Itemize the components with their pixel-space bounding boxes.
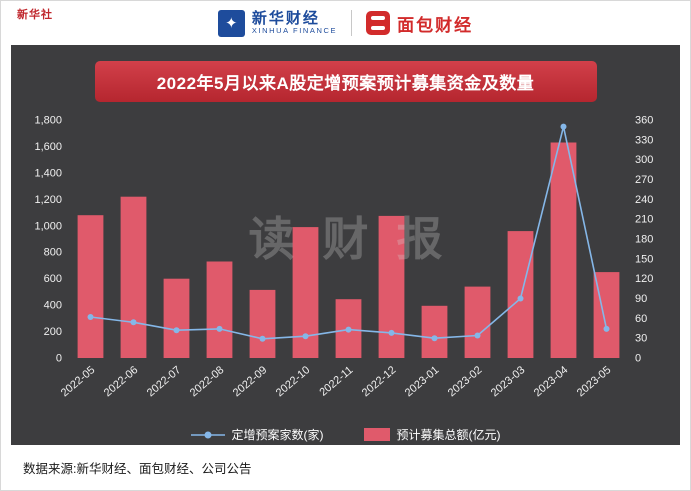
xinhua-agency-mark: 新华社 xyxy=(17,9,53,21)
legend: 定增预案家数(家) 预计募集总额(亿元) xyxy=(19,426,672,443)
svg-text:1,000: 1,000 xyxy=(34,220,62,232)
svg-text:1,800: 1,800 xyxy=(34,115,62,127)
svg-text:210: 210 xyxy=(635,214,653,226)
combo-chart: 0 200 400 600 800 1,000 1,200 1,400 1,600 1,800 0 3… xyxy=(34,115,653,400)
svg-text:0: 0 xyxy=(635,353,641,365)
xinhua-logo-subtitle: XINHUA FINANCE xyxy=(251,26,338,36)
legend-item-bar-series: 预计募集总额(亿元) xyxy=(363,426,501,443)
svg-text:30: 30 xyxy=(635,333,647,345)
svg-text:0: 0 xyxy=(56,353,62,365)
svg-text:2022-10: 2022-10 xyxy=(274,364,313,399)
data-source-text: 数据来源:新华财经、面包财经、公司公告 xyxy=(23,462,252,476)
legend-label-bar-series: 预计募集总额(亿元) xyxy=(396,428,501,442)
svg-text:2022-06: 2022-06 xyxy=(102,364,141,399)
svg-text:1,200: 1,200 xyxy=(34,194,62,206)
xinhua-logo-text: 新华财经 XINHUA FINANCE xyxy=(252,10,337,36)
svg-text:150: 150 xyxy=(635,253,653,265)
svg-text:60: 60 xyxy=(635,313,647,325)
plot-area: 0 200 400 600 800 1,000 1,200 1,400 1,600 1,800 0 3… xyxy=(19,112,672,422)
svg-text:330: 330 xyxy=(635,134,653,146)
svg-text:2022-05: 2022-05 xyxy=(59,364,98,399)
xinhua-logo-icon: ✦ xyxy=(217,9,245,37)
breadfinance-logo-name: 面包财经 xyxy=(397,15,474,35)
legend-label-line-series: 定增预案家数(家) xyxy=(231,428,324,442)
svg-text:90: 90 xyxy=(635,293,647,305)
svg-text:120: 120 xyxy=(635,273,653,285)
xinhua-finance-logo: ✦ 新华财经 XINHUA FINANCE xyxy=(217,9,337,37)
svg-text:200: 200 xyxy=(44,326,62,338)
header: 新华社 ✦ 新华财经 XINHUA FINANCE 面包财经 xyxy=(1,1,690,45)
chart-panel: 2022年5月以来A股定增预案预计募集资金及数量 0 200 400 600 800 1,… xyxy=(11,45,680,445)
svg-text:300: 300 xyxy=(635,154,653,166)
xinhua-logo-name: 新华财经 xyxy=(251,10,320,28)
svg-text:2022-09: 2022-09 xyxy=(231,364,270,399)
svg-text:2023-04: 2023-04 xyxy=(532,364,571,399)
svg-text:400: 400 xyxy=(44,300,62,312)
svg-text:2023-05: 2023-05 xyxy=(575,364,614,399)
svg-text:2022-11: 2022-11 xyxy=(317,364,355,399)
svg-text:2022-07: 2022-07 xyxy=(145,364,184,399)
chart-title-banner: 2022年5月以来A股定增预案预计募集资金及数量 xyxy=(94,61,597,102)
svg-text:1,400: 1,400 xyxy=(34,167,62,179)
logo-divider xyxy=(351,10,353,36)
svg-text:2022-08: 2022-08 xyxy=(188,364,227,399)
svg-text:240: 240 xyxy=(635,194,653,206)
svg-text:270: 270 xyxy=(635,174,653,186)
svg-text:2023-02: 2023-02 xyxy=(446,364,485,399)
svg-text:600: 600 xyxy=(44,273,62,285)
svg-text:1,600: 1,600 xyxy=(34,141,62,153)
footer: 数据来源:新华财经、面包财经、公司公告 xyxy=(1,445,690,490)
svg-text:180: 180 xyxy=(635,234,653,246)
svg-text:2023-01: 2023-01 xyxy=(403,364,442,399)
svg-text:360: 360 xyxy=(635,115,653,127)
breadfinance-logo: 面包财经 xyxy=(366,11,473,36)
breadfinance-logo-icon xyxy=(366,11,391,35)
svg-text:2023-03: 2023-03 xyxy=(489,364,528,399)
svg-text:800: 800 xyxy=(44,247,62,259)
svg-text:2022-12: 2022-12 xyxy=(360,364,399,399)
line-series-marker-icon xyxy=(190,431,225,438)
bar-series-swatch-icon xyxy=(363,428,390,441)
legend-item-line-series: 定增预案家数(家) xyxy=(190,426,324,443)
